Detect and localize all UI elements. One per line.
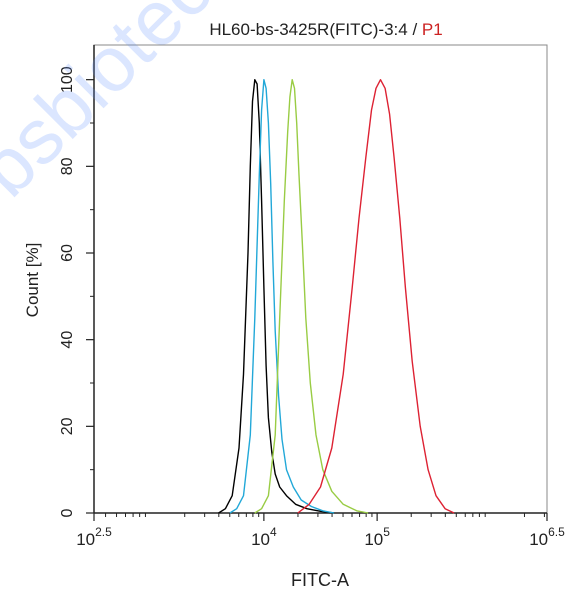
x-tick-label: 102.5 [76,525,112,549]
chart-title-main: HL60-bs-3425R(FITC)-3:4 [209,20,407,39]
series-group [218,78,455,514]
y-tick-label: 60 [59,244,76,262]
chart-title-gate: P1 [422,20,443,39]
series-line-3 [254,78,369,514]
y-tick-label: 20 [59,417,76,435]
y-axis-ticks: 0 20 40 60 80 100 [59,66,94,517]
y-tick-label: 100 [59,66,76,93]
chart-title-separator: / [408,20,422,39]
chart-title: HL60-bs-3425R(FITC)-3:4 / P1 [209,20,442,39]
x-axis-ticks: 102.5 104 105 106.5 [76,513,565,549]
y-tick-label: 0 [59,508,76,517]
y-axis-label: Count [%] [23,243,42,318]
y-tick-label: 40 [59,331,76,349]
x-tick-label: 105 [364,525,390,549]
plot-frame [93,44,548,514]
x-tick-label: 106.5 [529,525,565,549]
x-tick-label: 104 [251,525,277,549]
series-line-4 [297,78,455,514]
y-tick-label: 80 [59,157,76,175]
x-axis-label: FITC-A [291,570,349,590]
series-line-1 [218,78,335,514]
series-line-2 [229,78,335,514]
